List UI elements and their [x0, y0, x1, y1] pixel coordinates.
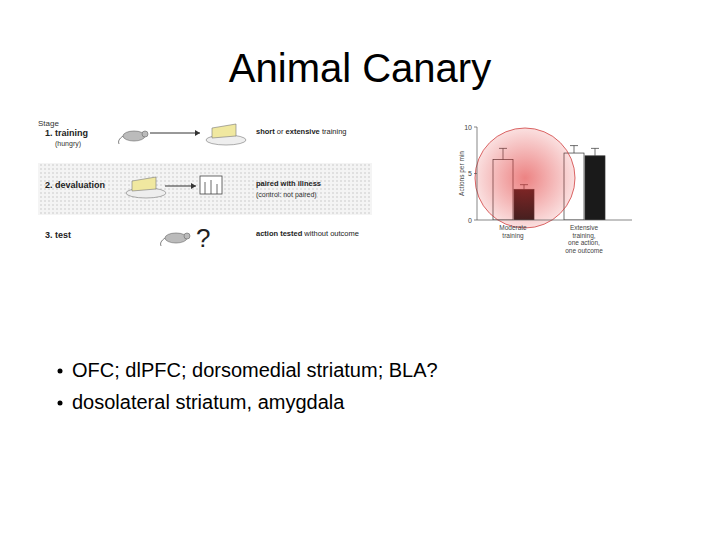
stage-text: paired with illness: [256, 179, 321, 188]
rat-head: [142, 131, 148, 137]
bullet-text: dosolateral striatum, amygdala: [72, 391, 345, 413]
rat-body: [123, 131, 145, 141]
arrow-head: [195, 130, 200, 136]
y-tick-label: 0: [468, 217, 472, 224]
y-tick: [474, 220, 477, 221]
stage-text-part: without outcome: [302, 229, 359, 238]
x-axis: [477, 220, 632, 221]
stage-text: action tested without outcome: [256, 229, 359, 238]
illness-icon: [200, 176, 222, 194]
stage-label: 2. devaluation: [45, 180, 105, 190]
bar: [585, 156, 605, 220]
test-symbol: ?: [196, 223, 210, 253]
y-tick: [474, 127, 477, 128]
stage-text-part: short: [256, 127, 275, 136]
stage-label: 3. test: [45, 230, 71, 240]
rat-tail: [161, 238, 166, 246]
x-tick-label-line: Moderate: [499, 224, 527, 231]
slide: Animal Canary Stage1. training (hungry) sho…: [0, 0, 720, 540]
x-tick-label: Moderatetraining: [499, 224, 527, 240]
stage-label: 1. training: [45, 128, 88, 138]
y-tick-label: 5: [468, 170, 472, 177]
stage-header: Stage: [38, 119, 59, 128]
stage-text-part: extensive: [286, 127, 320, 136]
x-tick-label-line: one action,: [568, 239, 600, 246]
cheese: [212, 124, 236, 138]
arrow-line: [150, 133, 200, 134]
stage-note: (hungry): [55, 140, 81, 148]
highlight-circle: [475, 128, 575, 228]
stage-text-part: or: [275, 127, 286, 136]
x-tick-label: Extensivetraining,one action,one outcome: [565, 224, 603, 254]
stage-text-part: paired with illness: [256, 179, 321, 188]
y-axis-label: Actions per min: [458, 151, 466, 196]
x-tick-label-line: Extensive: [570, 224, 599, 231]
y-tick: [474, 173, 477, 174]
bullet-text: OFC; dlPFC; dorsomedial striatum; BLA?: [72, 359, 438, 381]
stage-text-part: training: [320, 127, 347, 136]
rat-head: [184, 233, 190, 239]
stage-subtext: (control: not paired): [256, 191, 317, 199]
error-cap: [591, 148, 599, 149]
illness-icon-detail: [205, 180, 217, 194]
stage-text: short or extensive training: [256, 127, 346, 136]
error-bar: [574, 146, 575, 153]
title: Animal Canary: [229, 46, 491, 90]
stage-band: [38, 163, 372, 215]
background: [0, 0, 720, 540]
bullet-dot: [58, 401, 63, 406]
rat-body: [165, 233, 187, 243]
arrow-head: [191, 183, 196, 189]
error-cap: [570, 145, 578, 146]
y-tick-label: 10: [464, 124, 472, 131]
x-tick-label-line: one outcome: [565, 247, 603, 254]
rat-tail: [119, 136, 124, 144]
error-bar: [595, 148, 596, 155]
x-tick-label-line: training: [502, 232, 524, 240]
stage-text-part: action tested: [256, 229, 303, 238]
cheese: [132, 177, 156, 191]
bullet-dot: [58, 369, 63, 374]
